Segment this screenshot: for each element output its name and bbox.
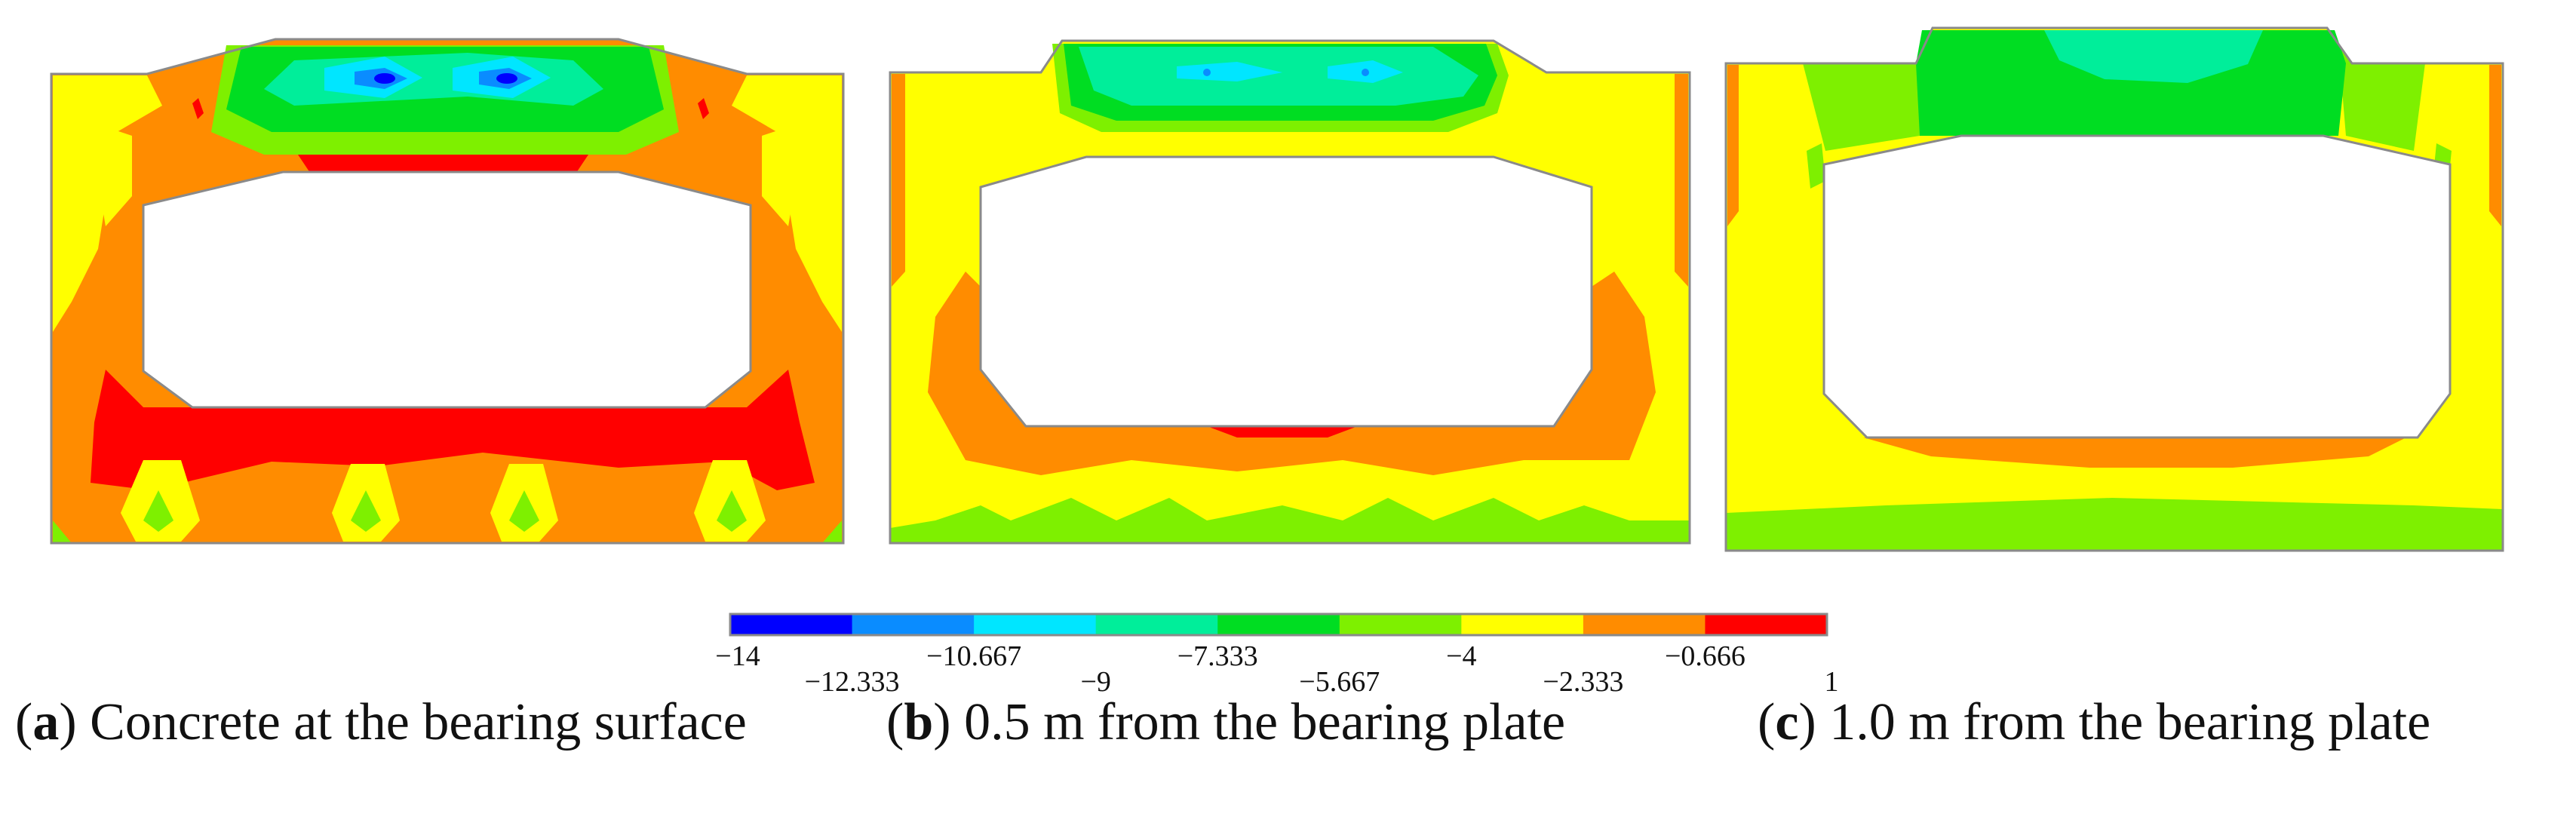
colorbar-swatch	[1583, 614, 1706, 635]
colorbar-tick-label: −10.667	[926, 640, 1022, 672]
colorbar-swatch	[1217, 614, 1340, 635]
colorbar-tick-label: −2.333	[1543, 666, 1624, 698]
colorbar-tick-label: −4	[1446, 640, 1477, 672]
colorbar-swatch	[974, 614, 1097, 635]
panel-a-contour	[50, 38, 845, 545]
colorbar-swatch	[1339, 614, 1462, 635]
colorbar-tick-label: −7.333	[1177, 640, 1258, 672]
caption-c-text: 1.0 m from the bearing plate	[1829, 693, 2431, 751]
caption-a: (a) Concrete at the bearing surface	[15, 693, 747, 751]
caption-c: (c) 1.0 m from the bearing plate	[1758, 693, 2431, 751]
colorbar-swatch	[730, 614, 853, 635]
colorbar-tick-label: −0.666	[1664, 640, 1745, 672]
colorbar-swatch	[852, 614, 975, 635]
colorbar-tick-label: −14	[715, 640, 760, 672]
colorbar-frame	[729, 612, 1828, 637]
colorbar-swatch	[1705, 614, 1828, 635]
caption-a-text: Concrete at the bearing surface	[90, 693, 747, 751]
panel-b-contour	[889, 39, 1691, 545]
colorbar-tick-label: 1	[1824, 666, 1839, 698]
colorbar-swatch	[1095, 614, 1218, 635]
colorbar-swatch	[1461, 614, 1584, 635]
colorbar-tick-label: −5.667	[1299, 666, 1380, 698]
colorbar	[729, 612, 1828, 637]
colorbar-tick-label: −9	[1080, 666, 1111, 698]
caption-b: (b) 0.5 m from the bearing plate	[886, 693, 1566, 751]
colorbar-tick-label: −12.333	[804, 666, 900, 698]
caption-c-letter: c	[1775, 693, 1799, 751]
panel-c-contour	[1724, 26, 2504, 552]
caption-a-letter: a	[32, 693, 60, 751]
caption-b-text: 0.5 m from the bearing plate	[964, 693, 1566, 751]
caption-b-letter: b	[904, 693, 934, 751]
